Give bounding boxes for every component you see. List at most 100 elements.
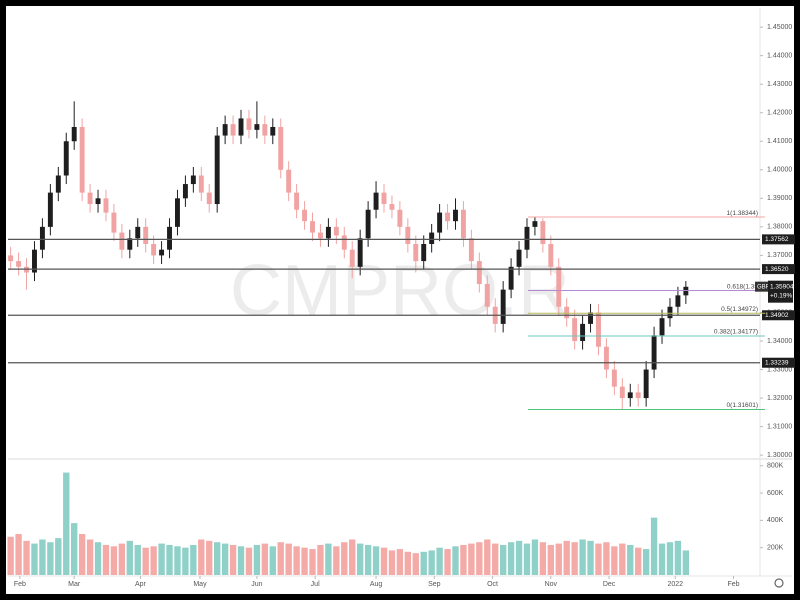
candle-body xyxy=(333,226,339,236)
volume-bar xyxy=(468,543,475,575)
candle-body xyxy=(421,243,427,262)
candle-body xyxy=(659,318,665,336)
candle-body xyxy=(151,243,157,256)
volume-bar xyxy=(547,544,554,575)
volume-bar xyxy=(611,546,618,575)
volume-bar xyxy=(166,544,173,575)
volume-bar xyxy=(317,544,324,575)
candle-body xyxy=(190,175,196,185)
x-tick-label: Jul xyxy=(311,581,320,588)
volume-bar xyxy=(94,542,102,575)
candle-body xyxy=(8,255,14,262)
chart-background xyxy=(6,6,794,594)
candle-body xyxy=(103,198,109,213)
candle-body xyxy=(603,346,609,370)
volume-bar xyxy=(293,546,300,575)
volume-bar xyxy=(237,546,245,575)
candle-body xyxy=(667,306,673,319)
volume-bar xyxy=(531,539,539,575)
volume-bar xyxy=(269,546,276,575)
volume-bar xyxy=(47,542,54,575)
volume-bar xyxy=(277,542,284,575)
y-tick-label: 1.45000 xyxy=(767,24,792,31)
volume-bar xyxy=(364,544,372,575)
volume-bar xyxy=(261,543,269,575)
settings-gear[interactable] xyxy=(774,578,784,588)
fib-label: 1(1.38344) xyxy=(727,210,758,217)
x-tick-label: Jun xyxy=(251,581,262,588)
fib-label: 0.5(1.34972) xyxy=(721,306,758,313)
candle-body xyxy=(508,266,514,290)
y-tick-label: 1.31000 xyxy=(767,423,792,430)
volume-bar xyxy=(118,543,126,575)
y-tick-label: 1.38000 xyxy=(767,224,792,231)
candle-body xyxy=(127,238,133,250)
watermark: CMPRO.R xyxy=(230,251,570,331)
volume-bar xyxy=(134,544,141,575)
volume-bar xyxy=(507,542,515,575)
volume-bar xyxy=(579,539,586,575)
candle-body xyxy=(182,184,188,199)
y-tick-label: 1.43000 xyxy=(767,81,792,88)
volume-bar xyxy=(563,540,570,575)
candle-body xyxy=(683,286,689,296)
volume-bar xyxy=(55,538,62,575)
candle-body xyxy=(460,209,466,239)
volume-bar xyxy=(539,542,547,575)
volume-bar xyxy=(110,546,118,575)
volume-bar xyxy=(523,543,531,575)
volume-bar xyxy=(63,472,70,575)
candle-body xyxy=(429,232,435,244)
candle-body xyxy=(310,221,315,233)
candle-body xyxy=(111,212,117,233)
candle-body xyxy=(55,175,61,193)
volume-bar xyxy=(301,547,308,575)
volume-bar xyxy=(182,547,189,575)
volume-bar xyxy=(372,546,380,575)
candle-body xyxy=(135,226,141,239)
volume-bar xyxy=(309,549,316,575)
candle-body xyxy=(357,238,363,267)
volume-bar xyxy=(682,550,690,575)
volume-bar xyxy=(444,549,451,575)
volume-bar xyxy=(7,536,14,575)
volume-bar xyxy=(515,540,523,575)
volume-bar xyxy=(15,534,22,575)
candle-body xyxy=(325,226,331,239)
volume-bar xyxy=(412,553,419,575)
y-tick-label: 1.34000 xyxy=(767,338,792,345)
volume-bar xyxy=(341,542,348,575)
level-label-box xyxy=(762,310,795,321)
settings-icon[interactable] xyxy=(774,578,784,588)
x-tick-label: Nov xyxy=(545,581,558,588)
volume-bar xyxy=(388,550,396,575)
volume-bar xyxy=(619,543,626,575)
y-tick-label: 1.44000 xyxy=(767,52,792,59)
volume-bar xyxy=(404,551,412,575)
fib-label: 0(1.31601) xyxy=(727,402,758,409)
candle-body xyxy=(79,126,85,193)
volume-bar xyxy=(229,544,237,575)
x-tick-label: Oct xyxy=(487,581,498,588)
x-tick-label: May xyxy=(193,581,207,588)
volume-bar xyxy=(221,543,229,575)
candle-body xyxy=(302,209,308,222)
volume-bar xyxy=(642,549,650,575)
candle-body xyxy=(175,198,180,227)
volume-bar xyxy=(420,551,427,575)
volume-bar xyxy=(492,543,499,575)
volume-bar xyxy=(436,547,443,575)
last-price-box xyxy=(768,280,793,303)
level-label: 1.36520 xyxy=(765,266,789,273)
candle-body xyxy=(286,169,292,193)
change-label: +0.19% xyxy=(770,292,792,299)
candle-body xyxy=(468,238,474,262)
volume-bar xyxy=(23,540,30,575)
candle-body xyxy=(214,135,220,205)
volume-bar xyxy=(627,544,634,575)
volume-bar xyxy=(126,540,133,575)
candle-body xyxy=(206,192,212,205)
level-label: 1.34902 xyxy=(765,312,789,319)
volume-bar xyxy=(190,544,197,575)
